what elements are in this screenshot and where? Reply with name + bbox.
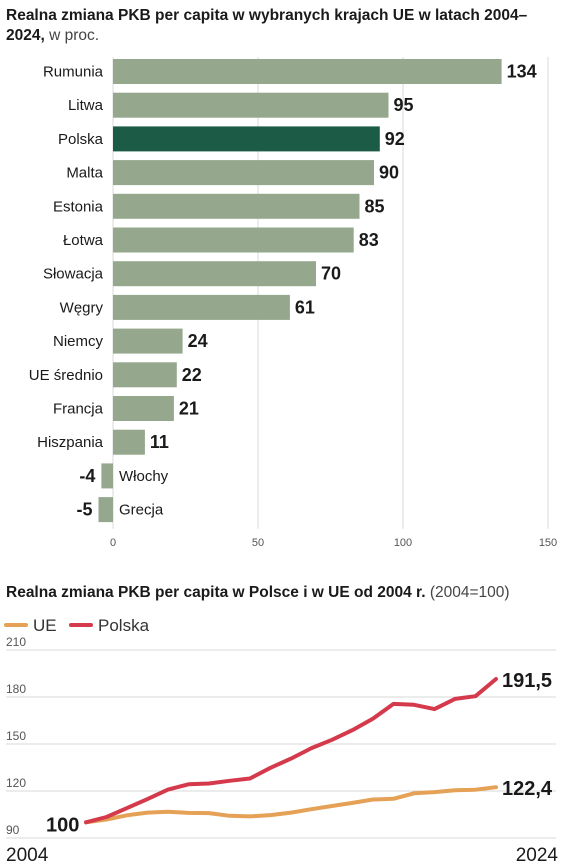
line-chart-title: Realna zmiana PKB per capita w Polsce i … (6, 584, 510, 601)
y-tick-label: 150 (6, 729, 26, 743)
bar (113, 429, 145, 455)
value-label: 11 (150, 432, 169, 452)
category-label: Słowacja (43, 266, 104, 283)
x-label-start: 2004 (6, 845, 49, 866)
bar-chart-title: Realna zmiana PKB per capita w wybranych… (6, 7, 528, 44)
bar (113, 59, 502, 84)
category-label: Estonia (53, 198, 104, 215)
series-line-polska (84, 677, 498, 825)
value-label: 83 (359, 230, 379, 250)
value-label: -4 (79, 466, 95, 486)
value-label: 22 (182, 365, 202, 385)
value-label: 61 (295, 297, 315, 317)
value-label: 134 (507, 62, 537, 82)
value-label: 92 (385, 129, 405, 149)
category-label: UE średnio (29, 367, 103, 384)
bar (113, 126, 380, 152)
bar (98, 497, 113, 523)
value-label: 24 (188, 331, 208, 351)
bar (113, 92, 389, 118)
y-tick-label: 90 (6, 823, 20, 837)
category-label: Grecja (119, 502, 164, 519)
end-value-label: 122,4 (502, 778, 553, 800)
series-line-ue (84, 785, 498, 825)
y-tick-label: 180 (6, 682, 26, 696)
value-label: 70 (321, 264, 341, 284)
start-value-label: 100 (46, 814, 79, 836)
category-label: Litwa (68, 97, 104, 114)
line-chart: UE Polska 90 120 150 180 210 122,4 191,5 100 200… (4, 616, 559, 866)
bar (101, 463, 113, 489)
category-label: Węgry (60, 299, 104, 316)
x-tick-label: 150 (539, 537, 557, 549)
category-label: Rumunia (43, 64, 104, 81)
bar (113, 193, 360, 219)
category-label: Polska (58, 131, 104, 148)
value-label: -5 (76, 500, 92, 520)
bar-chart: Rumunia 134 Litwa 95 Polska 92 Malta 90 Estonia 8… (29, 57, 557, 549)
value-label: 21 (179, 399, 199, 419)
category-label: Hiszpania (37, 434, 104, 451)
bar (113, 362, 177, 388)
bar (113, 328, 183, 354)
x-label-end: 2024 (516, 845, 559, 866)
x-tick-label: 100 (394, 537, 412, 549)
bar (113, 160, 374, 186)
end-value-label: 191,5 (502, 670, 552, 692)
category-label: Francja (53, 401, 104, 418)
category-label: Łotwa (63, 232, 104, 249)
bar (113, 294, 290, 320)
x-tick-label: 50 (252, 537, 264, 549)
x-tick-label: 0 (110, 537, 116, 549)
y-tick-label: 120 (6, 776, 26, 790)
y-tick-label: 210 (6, 635, 26, 649)
value-label: 90 (379, 163, 399, 183)
legend-label: UE (33, 616, 57, 635)
value-label: 85 (365, 196, 385, 216)
value-label: 95 (394, 95, 414, 115)
category-label: Niemcy (53, 333, 104, 350)
category-label: Malta (66, 165, 103, 182)
bar (113, 261, 316, 287)
legend-label: Polska (98, 616, 150, 635)
bar (113, 227, 354, 253)
category-label: Włochy (119, 468, 169, 485)
bar (113, 396, 174, 421)
